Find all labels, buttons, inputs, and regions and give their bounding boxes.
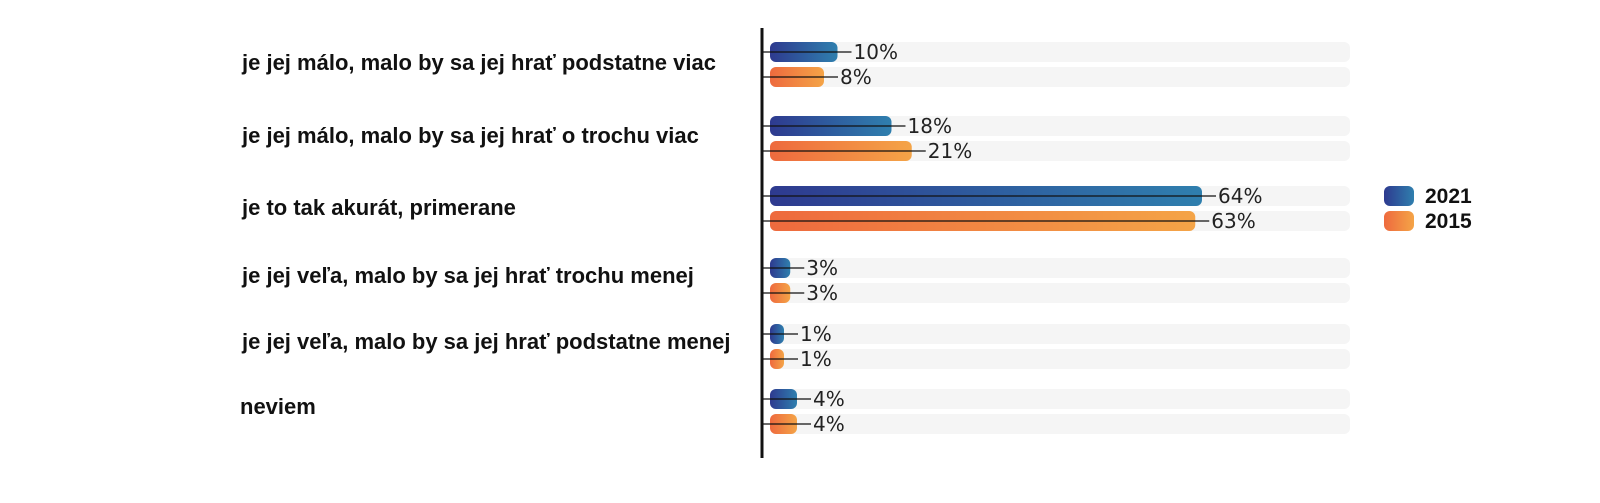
category-label: je jej málo, malo by sa jej hrať o troch…: [241, 123, 699, 148]
legend-swatch-2015: [1384, 211, 1414, 231]
bar-track: [770, 283, 1350, 303]
category-label: je jej veľa, malo by sa jej hrať trochu …: [241, 263, 694, 288]
bar-track: [770, 42, 1350, 62]
leader-lines: [762, 51, 1216, 425]
legend-label: 2015: [1425, 210, 1472, 233]
bars: [770, 42, 1202, 434]
bar-tracks: [770, 42, 1350, 434]
bar-track: [770, 67, 1350, 87]
category-label: je to tak akurát, primerane: [241, 195, 516, 220]
bar-track: [770, 324, 1350, 344]
value-label: 21%: [928, 139, 972, 163]
value-label: 18%: [908, 114, 952, 138]
value-label: 4%: [813, 387, 845, 411]
category-label: neviem: [240, 394, 316, 419]
category-labels: je jej málo, malo by sa jej hrať podstat…: [240, 50, 731, 419]
value-label: 8%: [840, 65, 872, 89]
value-label: 3%: [806, 281, 838, 305]
value-label: 3%: [806, 256, 838, 280]
bar-track: [770, 116, 1350, 136]
bar-track: [770, 141, 1350, 161]
bar-track: [770, 258, 1350, 278]
value-label: 4%: [813, 412, 845, 436]
value-label: 1%: [800, 347, 832, 371]
bar-track: [770, 389, 1350, 409]
category-label: je jej málo, malo by sa jej hrať podstat…: [241, 50, 716, 75]
value-labels: 10%8% 18%21% 64%63% 3%3% 1%1% 4%4%: [800, 40, 1262, 436]
category-label: je jej veľa, malo by sa jej hrať podstat…: [241, 329, 731, 354]
value-label: 63%: [1211, 209, 1255, 233]
value-label: 10%: [854, 40, 898, 64]
bar-track: [770, 414, 1350, 434]
value-label: 1%: [800, 322, 832, 346]
legend-label: 2021: [1425, 185, 1472, 208]
value-label: 64%: [1218, 184, 1262, 208]
bar-track: [770, 349, 1350, 369]
legend-swatch-2021: [1384, 186, 1414, 206]
